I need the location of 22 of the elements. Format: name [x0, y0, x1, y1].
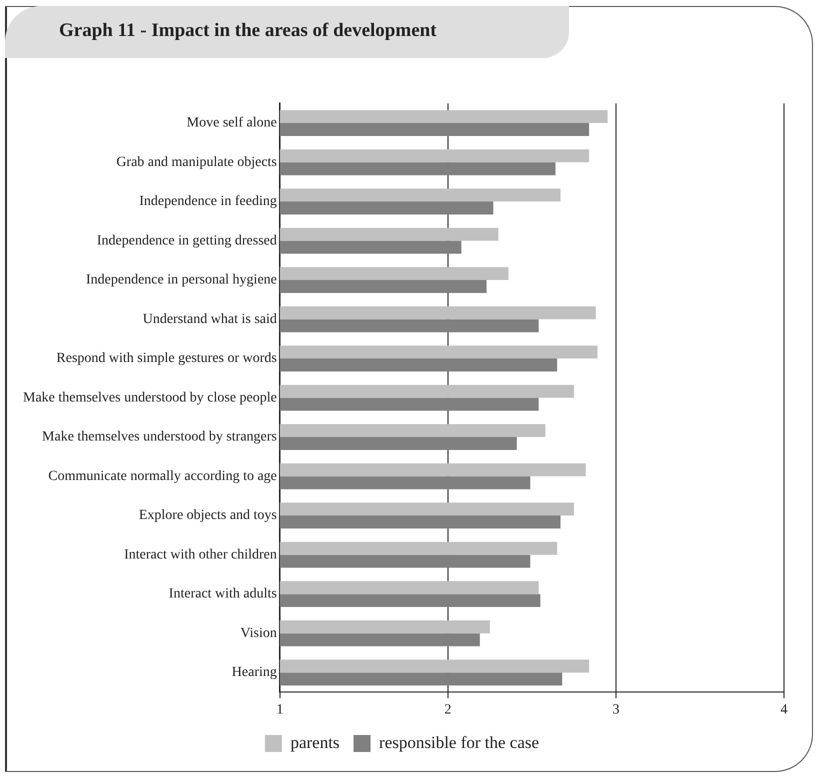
x-tick-label: 2 — [444, 702, 452, 718]
legend-label: parents — [290, 732, 340, 752]
y-tick-label: Make themselves understood by strangers — [42, 430, 277, 445]
y-tick-label: Move self alone — [186, 116, 277, 131]
y-tick-label: Interact with other children — [124, 547, 277, 562]
y-tick-label: Make themselves understood by close people — [22, 390, 277, 406]
y-tick-label: Vision — [240, 626, 277, 641]
x-tick-label: 3 — [612, 702, 620, 718]
y-tick-label: Understand what is said — [142, 312, 277, 327]
chart-title: Graph 11 - Impact in the areas of development — [5, 6, 569, 58]
x-tick-label: 4 — [780, 702, 788, 718]
y-tick-label: Respond with simple gestures or words — [56, 351, 277, 366]
legend-label: responsible for the case — [379, 732, 540, 752]
y-tick-label: Independence in feeding — [139, 194, 277, 210]
y-tick-label: Independence in personal hygiene — [86, 272, 277, 288]
y-tick-label: Grab and manipulate objects — [116, 154, 277, 170]
x-tick-label: 1 — [276, 702, 284, 718]
y-tick-label: Communicate normally according to age — [48, 468, 277, 484]
y-tick-label: Independence in getting dressed — [96, 233, 277, 248]
y-tick-label: Explore objects and toys — [138, 508, 277, 524]
y-tick-label: Interact with adults — [168, 586, 277, 602]
y-tick-label: Hearing — [232, 665, 277, 680]
